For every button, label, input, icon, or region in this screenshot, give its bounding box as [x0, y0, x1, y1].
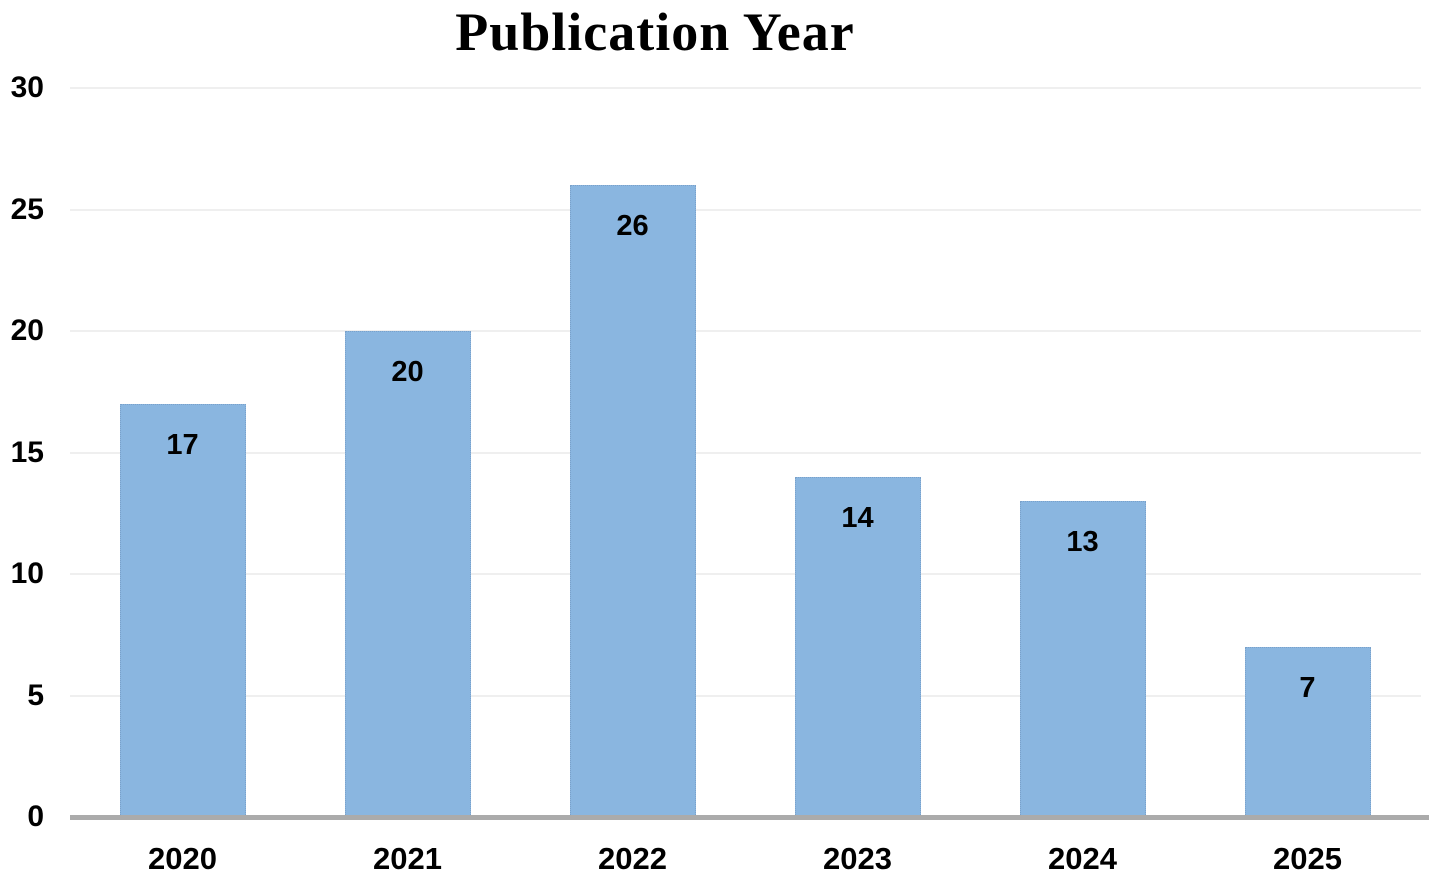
x-axis-tick-2024: 2024 [1048, 841, 1117, 876]
y-axis-tick-0: 0 [27, 800, 44, 833]
chart-title: Publication Year [455, 2, 855, 62]
bar-value-label-2022: 26 [616, 210, 649, 243]
x-axis-tick-2022: 2022 [598, 841, 667, 876]
gridline-20 [70, 330, 1421, 332]
gridline-5 [70, 694, 1421, 697]
bar-2020 [119, 403, 246, 817]
gridline-15 [70, 451, 1421, 454]
bar-value-label-2020: 17 [166, 428, 199, 461]
bar-value-label-2023: 14 [841, 501, 874, 534]
y-axis-tick-15: 15 [10, 435, 44, 469]
gridline-10 [70, 573, 1421, 575]
bar-value-label-2024: 13 [1066, 526, 1099, 559]
x-axis-tick-2023: 2023 [823, 841, 892, 876]
gridline-25 [70, 208, 1421, 211]
y-axis-tick-10: 10 [10, 557, 44, 590]
y-axis-tick-20: 20 [10, 314, 44, 347]
bar-2021 [344, 331, 471, 817]
bar-2022 [569, 185, 696, 817]
x-axis-line [70, 815, 1429, 820]
bar-value-label-2025: 7 [1299, 671, 1316, 704]
y-axis-tick-30: 30 [10, 71, 44, 104]
bar-value-label-2021: 20 [391, 356, 424, 388]
x-axis-tick-2020: 2020 [148, 841, 217, 876]
x-axis-tick-2021: 2021 [373, 841, 442, 876]
bar-2025 [1244, 646, 1371, 817]
y-axis-tick-25: 25 [10, 192, 44, 226]
gridline-30 [70, 87, 1421, 89]
y-axis-tick-5: 5 [27, 678, 44, 712]
x-axis-tick-2025: 2025 [1273, 841, 1342, 876]
bar-2023 [794, 476, 921, 817]
